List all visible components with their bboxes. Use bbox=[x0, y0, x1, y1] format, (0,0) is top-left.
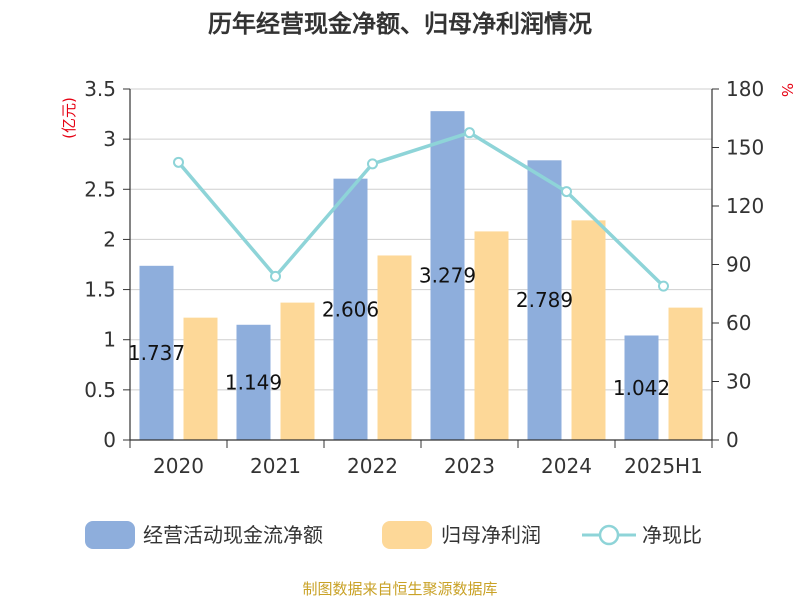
left-tick-label: 0 bbox=[103, 428, 116, 452]
net-profit-bar bbox=[571, 220, 606, 440]
x-tick-label: 2022 bbox=[347, 454, 398, 478]
legend-label-ratio: 净现比 bbox=[642, 523, 702, 547]
right-tick-label: 30 bbox=[726, 370, 751, 394]
axes: 0 0.5 1 1.5 2 2.5 3 3.5 0 30 60 90 120 150 180 2020 2021… bbox=[60, 77, 796, 478]
x-tick-label: 2020 bbox=[153, 454, 204, 478]
net-profit-bar bbox=[668, 307, 703, 440]
cash-flow-label: 1.149 bbox=[225, 370, 282, 394]
net-profit-bar bbox=[183, 317, 218, 440]
ratio-point bbox=[561, 186, 572, 198]
cash-flow-label: 2.606 bbox=[322, 297, 379, 321]
left-tick-label: 1.5 bbox=[84, 278, 116, 302]
x-tick-label: 2024 bbox=[541, 454, 592, 478]
ratio-point bbox=[464, 127, 475, 139]
ratio-point bbox=[658, 280, 669, 292]
legend-swatch-cash-flow bbox=[85, 521, 135, 549]
net-profit-bar bbox=[377, 255, 412, 440]
legend-label-cash-flow: 经营活动现金流净额 bbox=[143, 523, 323, 547]
cash-flow-label: 2.789 bbox=[516, 288, 573, 312]
left-tick-label: 3 bbox=[103, 127, 116, 151]
legend-swatch-net-profit bbox=[382, 521, 432, 549]
left-tick-label: 0.5 bbox=[84, 378, 116, 402]
left-tick-label: 2.5 bbox=[84, 177, 116, 201]
cash-flow-label: 3.279 bbox=[419, 264, 476, 288]
right-tick-label: 90 bbox=[726, 253, 751, 277]
cash-flow-bar bbox=[333, 178, 368, 440]
legend-marker-ratio bbox=[598, 524, 620, 546]
ratio-line-path bbox=[177, 130, 665, 288]
cash-flow-bar bbox=[139, 265, 174, 440]
left-tick-label: 3.5 bbox=[84, 77, 116, 101]
legend-label-net-profit: 归母净利润 bbox=[441, 523, 541, 547]
left-tick-label: 2 bbox=[103, 227, 116, 251]
left-axis-unit: (亿元) bbox=[60, 97, 78, 139]
right-tick-label: 180 bbox=[726, 77, 764, 101]
ratio-point bbox=[270, 270, 281, 282]
ratio-point bbox=[173, 156, 184, 168]
right-tick-label: 60 bbox=[726, 311, 751, 335]
cash-flow-label: 1.737 bbox=[128, 341, 185, 365]
right-axis-unit: % bbox=[778, 83, 796, 97]
right-tick-label: 0 bbox=[726, 428, 739, 452]
data-labels: 1.737 1.149 2.606 3.279 2.789 1.042 bbox=[128, 264, 670, 400]
cash-flow-bar bbox=[430, 111, 465, 440]
right-tick-label: 150 bbox=[726, 136, 764, 160]
cash-flow-bar bbox=[527, 160, 562, 440]
gridlines bbox=[130, 88, 712, 391]
chart-title: 历年经营现金净额、归母净利润情况 bbox=[208, 10, 592, 38]
cash-flow-bar bbox=[624, 335, 659, 440]
ratio-line bbox=[173, 127, 669, 292]
right-tick-label: 120 bbox=[726, 194, 764, 218]
x-tick-label: 2021 bbox=[250, 454, 301, 478]
legend: 经营活动现金流净额 归母净利润 净现比 bbox=[85, 521, 702, 549]
bars bbox=[139, 111, 703, 440]
x-tick-label: 2023 bbox=[444, 454, 495, 478]
cash-flow-label: 1.042 bbox=[613, 376, 670, 400]
source-note: 制图数据来自恒生聚源数据库 bbox=[302, 580, 497, 598]
ratio-point bbox=[367, 158, 378, 170]
net-profit-bar bbox=[474, 231, 509, 440]
x-tick-label: 2025H1 bbox=[624, 454, 703, 478]
cash-flow-bar bbox=[236, 324, 271, 440]
net-profit-bar bbox=[280, 302, 315, 440]
left-tick-label: 1 bbox=[103, 328, 116, 352]
